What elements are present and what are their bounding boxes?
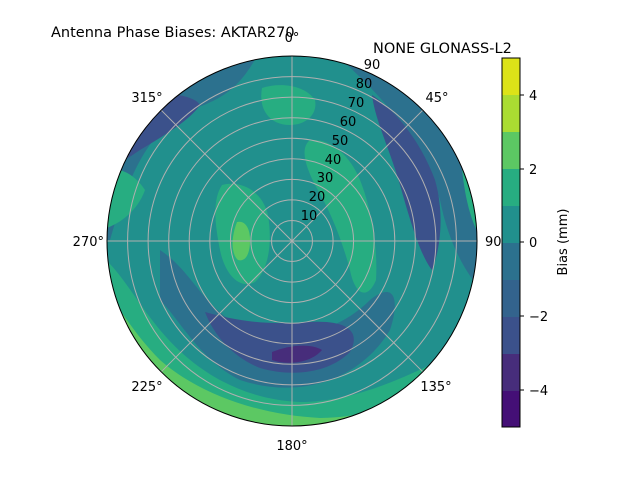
r-label-40: 40 [325, 153, 342, 168]
polar-frame [106, 55, 478, 427]
chart-title-right: NONE GLONASS-L2 [373, 41, 512, 57]
theta-label-180: 180° [276, 439, 307, 454]
cbar-label: Bias (mm) [556, 209, 571, 276]
theta-label-270: 270° [73, 235, 104, 250]
cbar-tick-neg2: −2 [529, 310, 548, 325]
theta-label-315: 315° [131, 91, 162, 106]
r-label-80: 80 [356, 77, 373, 92]
chart-title: Antenna Phase Biases: AKTAR270 NONE GLON… [0, 9, 610, 57]
theta-label-45: 45° [425, 91, 448, 106]
r-label-50: 50 [332, 134, 349, 149]
theta-label-135: 135° [420, 380, 451, 395]
theta-label-90: 90 [485, 235, 502, 250]
cbar-tick-2: 2 [529, 163, 537, 178]
cbar-tick-0: 0 [529, 236, 537, 251]
r-label-70: 70 [348, 96, 365, 111]
cbar-tick-4: 4 [529, 89, 537, 104]
r-label-60: 60 [340, 115, 357, 130]
angular-grid [107, 56, 477, 426]
cbar-tick-neg4: −4 [529, 384, 548, 399]
r-label-20: 20 [309, 190, 326, 205]
r-label-30: 30 [317, 171, 334, 186]
r-label-10: 10 [301, 209, 318, 224]
theta-label-225: 225° [131, 380, 162, 395]
chart-title-left: Antenna Phase Biases: AKTAR270 [51, 25, 295, 41]
r-label-90: 90 [364, 58, 381, 73]
theta-label-0: 0° [285, 31, 300, 46]
colorbar [501, 57, 524, 428]
